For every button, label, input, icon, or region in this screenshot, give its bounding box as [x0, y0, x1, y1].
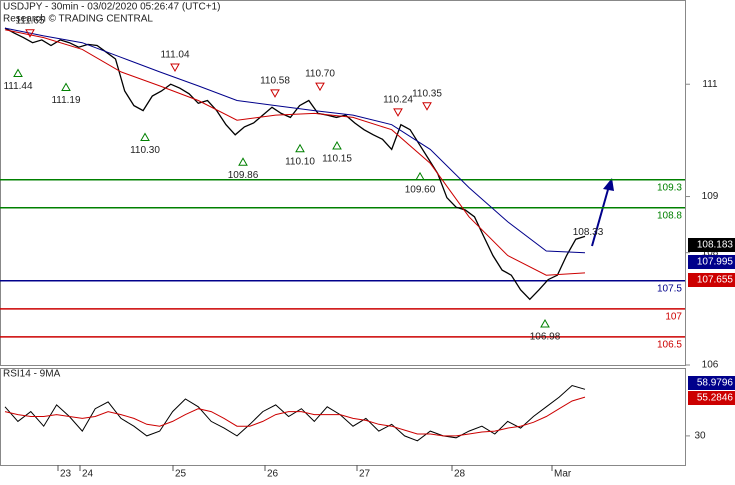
y-tick-label: 108 [702, 247, 719, 258]
low-label: 109.60 [405, 184, 436, 195]
rsi-y-tick-label: 30 [694, 431, 706, 442]
plot-layer: 111 109 108 106 30 23 24 25 26 27 28 Mar 109.3 108.8 1… [0, 15, 735, 480]
low-label: 111.44 [3, 81, 33, 92]
chart-title: USDJPY - 30min - 03/02/2020 05:26:47 (UT… [3, 2, 220, 13]
series-line [4, 27, 586, 301]
level-label: 108.8 [657, 210, 682, 221]
last-value: 58.9796 [697, 378, 734, 389]
high-label: 110.58 [260, 75, 290, 86]
level-label: 107 [665, 311, 682, 322]
x-tick-label: 28 [454, 469, 466, 480]
high-label: 111.04 [160, 50, 190, 61]
low-marker [238, 157, 248, 166]
high-marker [270, 89, 280, 98]
series-line [4, 27, 586, 254]
high-marker [315, 82, 325, 92]
high-marker [170, 63, 180, 72]
series-line [4, 396, 586, 437]
price-panel [0, 0, 686, 366]
low-label: 110.30 [130, 145, 160, 156]
high-marker [25, 29, 35, 38]
chart-subtitle: Research © TRADING CENTRAL [3, 14, 153, 25]
high-label: 110.24 [383, 95, 413, 106]
low-label: 110.10 [285, 156, 315, 167]
y-tick-label: 111 [702, 79, 718, 90]
level-label: 107.5 [657, 283, 682, 294]
last-value-box [688, 273, 735, 287]
x-tick-label: Mar [554, 469, 572, 480]
low-marker [332, 140, 342, 150]
x-tick-label: 24 [82, 469, 94, 480]
low-marker [13, 68, 23, 78]
last-value: 107.995 [697, 257, 734, 268]
level-label: 109.3 [657, 182, 682, 193]
low-marker [61, 82, 71, 92]
last-value: 55.2846 [697, 393, 734, 404]
low-label: 110.15 [322, 154, 352, 165]
high-label: 110.35 [412, 88, 442, 99]
x-tick-label: 23 [60, 469, 72, 480]
high-marker [393, 108, 403, 117]
low-marker [140, 132, 150, 142]
forecast-arrow [591, 185, 610, 247]
target-label: 108.33 [573, 227, 604, 238]
low-label: 109.86 [228, 170, 259, 181]
x-tick-label: 25 [175, 469, 187, 480]
high-label: 110.70 [305, 69, 335, 80]
high-marker [422, 102, 432, 111]
last-value-box [688, 376, 735, 390]
x-tick-label: 27 [359, 469, 371, 480]
x-tick-label: 26 [267, 469, 279, 480]
forecast-arrow-head [603, 178, 614, 191]
rsi-title: RSI14 - 9MA [3, 369, 61, 380]
last-value: 108.183 [697, 240, 734, 251]
high-label: 111.65 [15, 15, 45, 26]
low-marker [540, 318, 550, 328]
last-value-box [688, 391, 735, 405]
last-value: 107.655 [697, 275, 734, 286]
y-tick-label: 109 [702, 191, 719, 202]
last-value-box [688, 238, 735, 252]
low-label: 106.98 [530, 332, 561, 343]
level-label: 106.5 [657, 340, 682, 351]
low-label: 111.19 [51, 95, 81, 106]
low-marker [415, 171, 425, 181]
low-marker [295, 143, 305, 153]
series-line [4, 29, 586, 276]
series-line [4, 384, 586, 442]
last-value-box [688, 255, 735, 269]
y-tick-label: 106 [702, 360, 719, 371]
